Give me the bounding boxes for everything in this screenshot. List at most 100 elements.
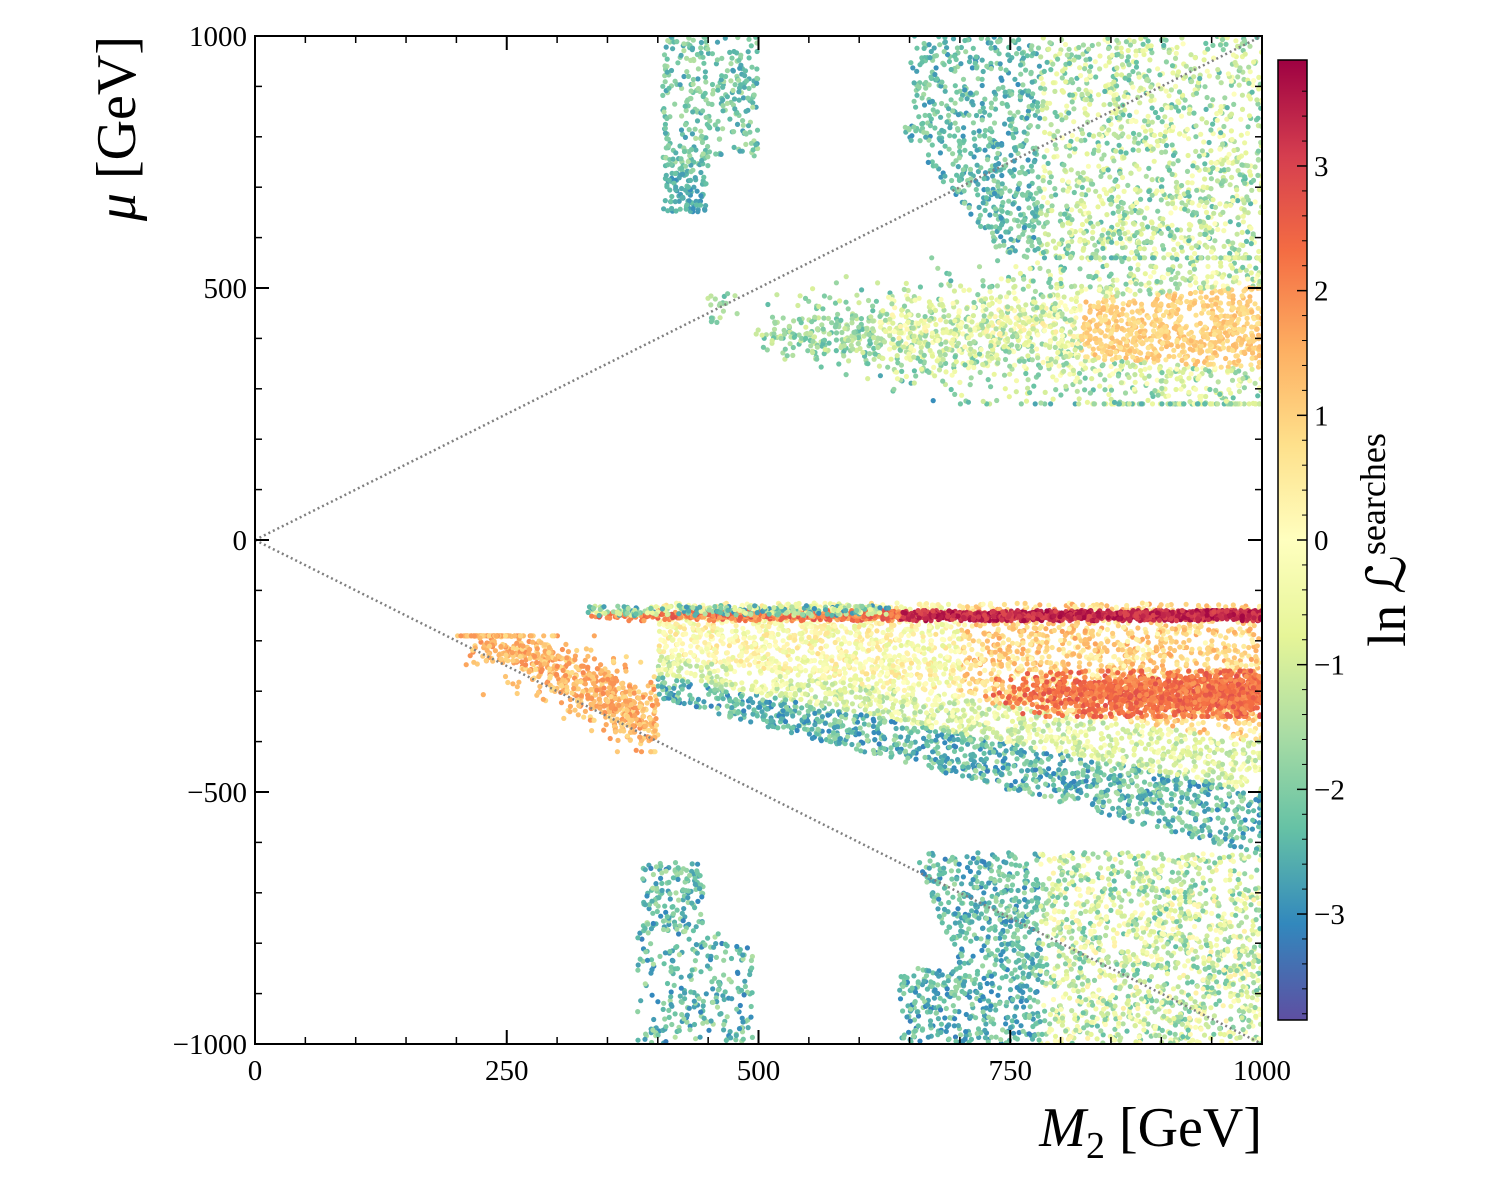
scatter-point: [1217, 307, 1223, 313]
scatter-point: [914, 68, 920, 74]
scatter-point: [988, 105, 995, 111]
scatter-point: [1197, 75, 1203, 82]
scatter-point: [1223, 203, 1229, 209]
scatter-point: [1225, 286, 1231, 292]
scatter-point: [1222, 221, 1228, 227]
scatter-point: [678, 52, 684, 59]
scatter-point: [989, 355, 995, 361]
scatter-point: [717, 301, 723, 307]
scatter-point: [1114, 277, 1120, 283]
scatter-point: [953, 158, 959, 164]
scatter-point: [722, 36, 728, 41]
scatter-point: [1046, 46, 1052, 52]
scatter-point: [698, 128, 704, 134]
scatter-point: [1127, 288, 1133, 294]
scatter-point: [980, 68, 986, 75]
scatter-point: [1015, 81, 1021, 88]
scatter-point: [1182, 97, 1188, 103]
scatter-point: [1149, 177, 1155, 183]
scatter-point: [1250, 231, 1256, 237]
scatter-point: [1025, 283, 1031, 289]
scatter-point: [1209, 249, 1215, 255]
scatter-point: [1007, 110, 1013, 116]
scatter-point: [681, 148, 688, 155]
scatter-point: [1142, 271, 1148, 277]
scatter-point: [1255, 321, 1261, 327]
scatter-point: [1168, 87, 1174, 93]
scatter-point: [1233, 38, 1239, 44]
scatter-point: [999, 222, 1005, 228]
scatter-point: [1105, 45, 1112, 52]
scatter-point: [901, 344, 907, 350]
scatter-point: [944, 119, 950, 125]
scatter-point: [740, 95, 747, 101]
scatter-point: [1208, 361, 1214, 367]
scatter-point: [1034, 316, 1040, 322]
scatter-point: [1040, 359, 1046, 365]
scatter-point: [1108, 255, 1114, 261]
scatter-point: [1230, 52, 1236, 58]
scatter-point: [1226, 151, 1232, 157]
scatter-point: [1147, 197, 1153, 203]
scatter-point: [1115, 51, 1121, 58]
scatter-point: [664, 136, 670, 142]
scatter-point: [1226, 301, 1232, 307]
scatter-point: [1130, 130, 1137, 136]
scatter-point: [1083, 57, 1089, 63]
scatter-point: [946, 112, 952, 118]
scatter-point: [1244, 194, 1250, 200]
scatter-point: [975, 219, 981, 225]
scatter-point: [821, 337, 828, 343]
scatter-point: [1152, 109, 1159, 116]
scatter-point: [1234, 187, 1240, 193]
scatter-point: [1008, 236, 1014, 242]
scatter-point: [1045, 200, 1051, 206]
scatter-point: [1155, 114, 1161, 121]
scatter-point: [939, 79, 945, 85]
scatter-point: [1253, 265, 1259, 271]
scatter-point: [1149, 401, 1156, 407]
scatter-point: [1225, 166, 1231, 173]
scatter-point: [1218, 104, 1224, 110]
scatter-point: [660, 83, 666, 89]
scatter-point: [1019, 90, 1025, 96]
scatter-point: [1178, 330, 1184, 336]
scatter-point: [1035, 124, 1041, 130]
scatter-point: [1102, 387, 1108, 393]
scatter-point: [1206, 73, 1212, 79]
scatter-point: [1123, 281, 1129, 287]
scatter-point: [1095, 304, 1101, 310]
scatter-point: [1031, 224, 1037, 230]
scatter-point: [962, 37, 968, 44]
scatter-point: [877, 373, 884, 379]
scatter-point: [1247, 69, 1253, 75]
scatter-point: [962, 344, 968, 350]
scatter-point: [1011, 284, 1017, 290]
scatter-point: [1031, 383, 1037, 389]
scatter-point: [1187, 269, 1193, 275]
scatter-point: [970, 313, 977, 319]
scatter-point: [1059, 117, 1065, 123]
scatter-point: [1059, 75, 1065, 81]
scatter-point: [988, 384, 994, 390]
scatter-point: [1140, 41, 1146, 47]
scatter-point: [1059, 338, 1065, 344]
scatter-point: [1053, 329, 1059, 335]
scatter-point: [1201, 139, 1207, 145]
scatter-point: [1230, 342, 1236, 348]
scatter-point: [956, 177, 963, 183]
scatter-point: [774, 292, 780, 298]
scatter-point: [1185, 180, 1191, 186]
scatter-point: [679, 185, 685, 192]
scatter-point: [851, 329, 857, 335]
scatter-point: [1178, 244, 1184, 250]
scatter-point: [1131, 38, 1137, 45]
scatter-point: [952, 100, 958, 106]
scatter-point: [1024, 115, 1030, 121]
scatter-point: [1173, 323, 1179, 330]
scatter-point: [955, 340, 962, 346]
scatter-point: [1017, 358, 1023, 364]
scatter-point: [1195, 721, 1201, 727]
scatter-point: [1170, 124, 1176, 130]
scatter-point: [1097, 383, 1103, 389]
